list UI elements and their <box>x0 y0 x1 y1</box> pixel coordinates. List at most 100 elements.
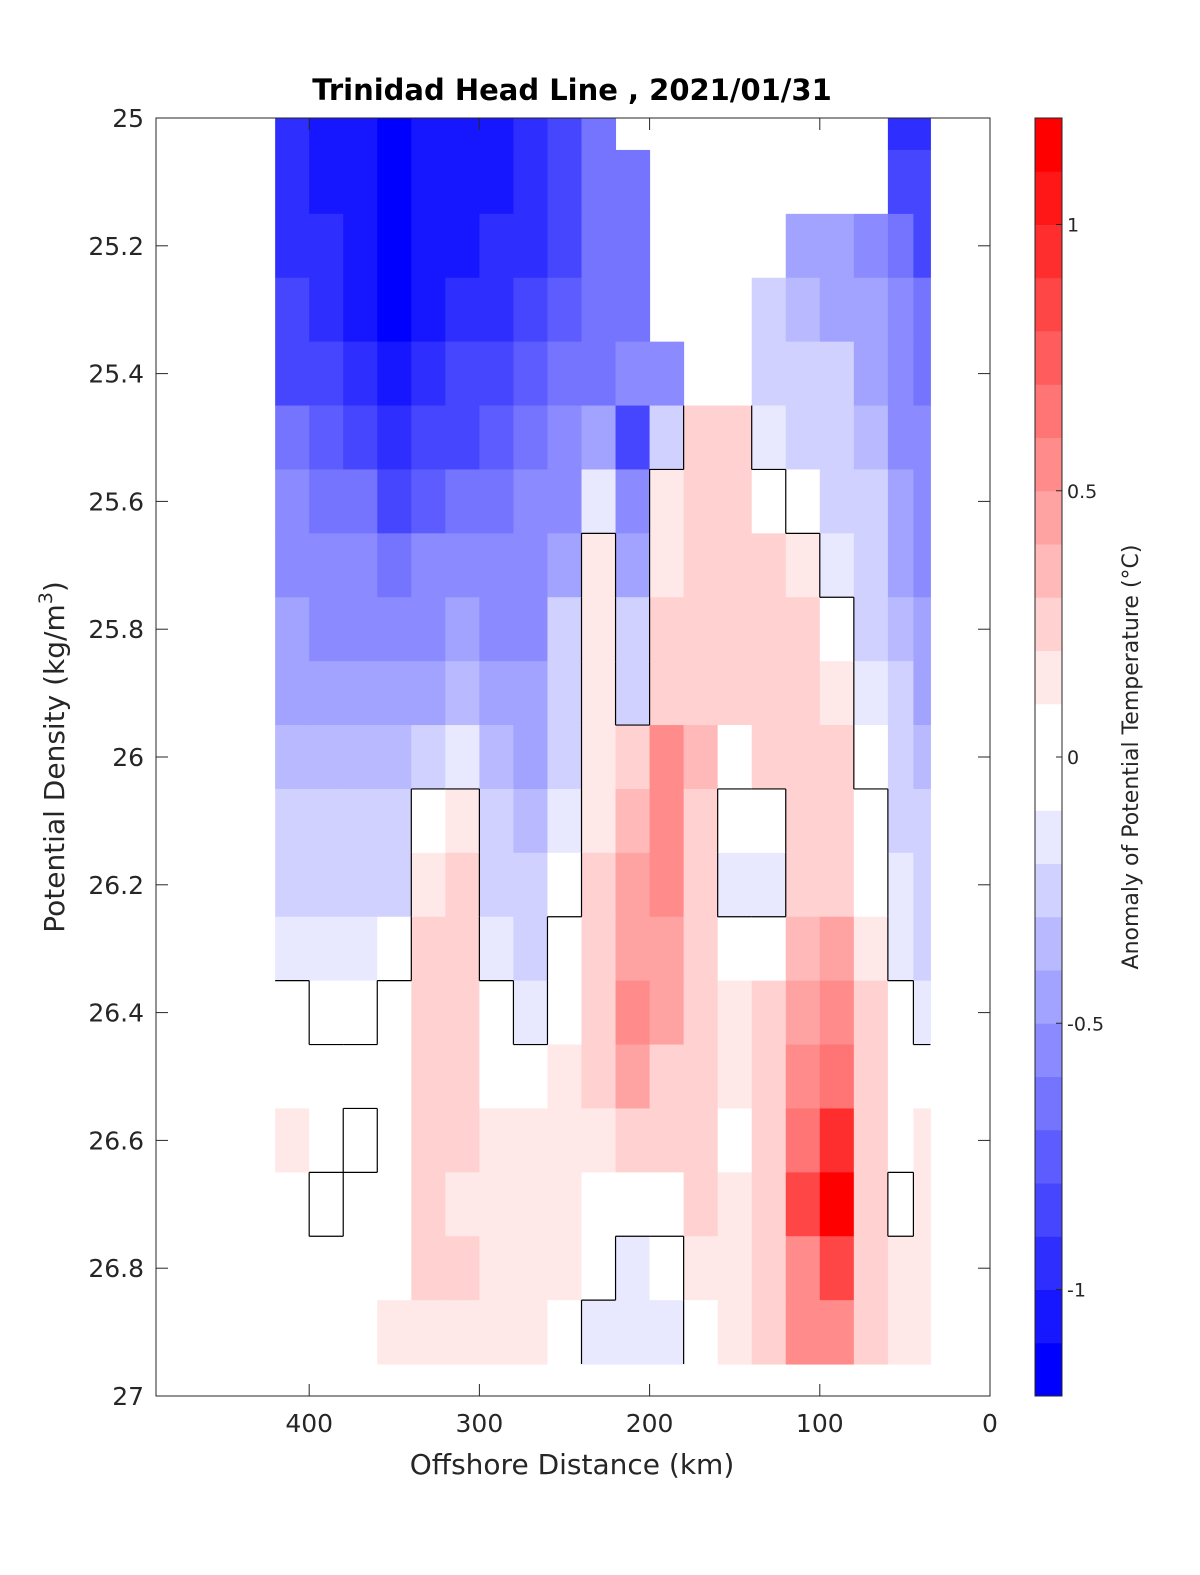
contour-cell <box>887 469 914 534</box>
contour-cell <box>649 469 685 534</box>
contour-cell <box>785 725 821 790</box>
contour-cell <box>683 725 719 790</box>
colorbar-tick-label: 0 <box>1067 747 1079 769</box>
contour-cell <box>513 788 548 854</box>
contour-cell <box>377 852 412 918</box>
chart-title: Trinidad Head Line , 2021/01/31 <box>312 73 832 107</box>
contour-cell <box>683 788 719 854</box>
contour-cell <box>913 149 931 215</box>
contour-cell <box>309 277 344 343</box>
contour-cell <box>913 852 931 918</box>
contour-cell <box>411 916 446 982</box>
contour-cell <box>445 852 480 918</box>
contour-cell <box>785 341 821 407</box>
contour-cell <box>411 1044 446 1109</box>
contour-cell <box>887 277 914 343</box>
colorbar-swatch <box>1035 810 1062 864</box>
contour-cell <box>445 277 480 343</box>
contour-cell <box>717 661 753 726</box>
contour-cell <box>887 980 914 1046</box>
contour-cell <box>343 725 378 790</box>
contour-cell <box>547 980 583 1046</box>
contour-cell <box>819 1108 855 1173</box>
contour-cell <box>377 213 412 279</box>
contour-cell <box>377 661 412 726</box>
contour-cell <box>547 1108 583 1173</box>
contour-cell <box>479 405 514 470</box>
contour-cell <box>547 533 583 598</box>
contour-cell <box>887 341 914 407</box>
x-tick-label: 100 <box>796 1409 844 1438</box>
contour-cell <box>717 405 753 470</box>
contour-cell <box>717 725 753 790</box>
contour-cell <box>615 277 651 343</box>
contour-cell <box>751 405 787 470</box>
contour-cell <box>377 277 412 343</box>
contour-cell <box>581 1300 617 1365</box>
contour-cell <box>751 788 787 854</box>
contour-cell <box>411 725 446 790</box>
contour-cell <box>275 405 310 470</box>
contour-cell <box>649 1044 685 1109</box>
contour-cell <box>785 1236 821 1301</box>
contour-cell <box>309 980 344 1046</box>
contour-cell <box>853 852 889 918</box>
contour-cell <box>547 1236 583 1301</box>
contour-cell <box>819 405 855 470</box>
contour-cell <box>581 405 617 470</box>
contour-cell <box>717 980 753 1046</box>
contour-cell <box>275 277 310 343</box>
contour-cell <box>717 1108 753 1173</box>
contour-cell <box>377 1300 412 1365</box>
contour-cell <box>309 1044 344 1109</box>
contour-cell <box>343 661 378 726</box>
contour-cell <box>913 1172 931 1237</box>
contour-cell <box>411 277 446 343</box>
contour-cell <box>717 916 753 982</box>
contour-cell <box>377 1108 412 1173</box>
contour-cell <box>785 1044 821 1109</box>
contour-cell <box>513 1172 548 1237</box>
y-tick-label: 25.4 <box>88 360 144 389</box>
contour-cell <box>377 980 412 1046</box>
contour-cell <box>683 405 719 470</box>
contour-cell <box>479 469 514 534</box>
contour-cell <box>615 980 651 1046</box>
contour-cell <box>343 1300 378 1365</box>
contour-cell <box>343 980 378 1046</box>
contour-cell <box>411 405 446 470</box>
contour-cell <box>913 916 931 982</box>
contour-cell <box>275 1172 310 1237</box>
contour-cell <box>649 533 685 598</box>
contour-cell <box>819 469 855 534</box>
y-axis-label-superscript: 3 <box>35 592 57 604</box>
contour-cell <box>513 597 548 662</box>
contour-cell <box>547 788 583 854</box>
contour-cell <box>785 533 821 598</box>
contour-cell <box>717 1172 753 1237</box>
contour-cell <box>377 597 412 662</box>
contour-cell <box>751 980 787 1046</box>
contour-cell <box>309 788 344 854</box>
contour-cell <box>309 118 344 151</box>
zero-contour-lines <box>275 405 931 1365</box>
colorbar-swatch <box>1035 490 1062 545</box>
contour-cell <box>309 1108 344 1173</box>
contour-cell <box>513 469 548 534</box>
contour-cell <box>785 277 821 343</box>
colorbar-swatch <box>1035 544 1062 598</box>
contour-cell <box>513 149 548 215</box>
contour-cell <box>445 788 480 854</box>
contour-cell <box>309 405 344 470</box>
contour-cell <box>819 1236 855 1301</box>
contour-cell <box>479 661 514 726</box>
contour-cell <box>343 597 378 662</box>
contour-cell <box>913 469 931 534</box>
x-tick-label: 200 <box>626 1409 674 1438</box>
y-tick-label: 26.4 <box>88 999 144 1028</box>
contour-cell <box>751 1300 787 1365</box>
contour-cell <box>445 1108 480 1173</box>
contour-cell <box>411 469 446 534</box>
contour-cell <box>683 1172 719 1237</box>
